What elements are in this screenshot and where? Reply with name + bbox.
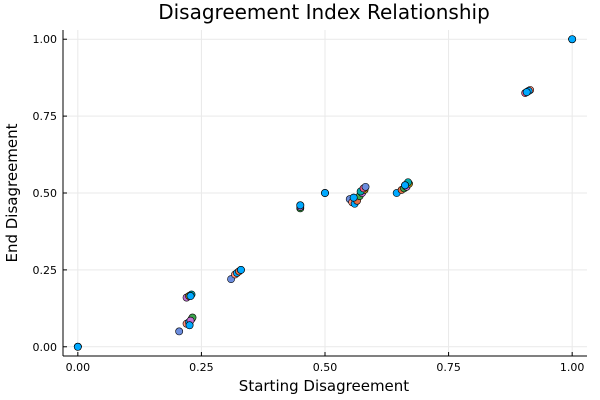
y-tick-label: 0.75 (33, 110, 58, 123)
x-tick-label: 1.00 (560, 361, 585, 374)
grid-lines (63, 30, 587, 356)
data-points (73, 35, 577, 351)
data-point (296, 201, 305, 210)
data-point (73, 342, 82, 351)
data-point (401, 181, 409, 190)
x-tick-label: 0.25 (189, 361, 214, 374)
y-tick-label: 0.25 (33, 264, 58, 277)
data-point (522, 88, 531, 97)
y-tick-label: 0.00 (33, 341, 58, 354)
x-tick-label: 0.75 (436, 361, 461, 374)
y-tick-label: 1.00 (33, 33, 58, 46)
x-axis-label: Starting Disagreement (239, 377, 409, 395)
axes (62, 30, 587, 357)
data-point (186, 292, 195, 300)
x-tick-label: 0.00 (66, 361, 91, 374)
chart-title: Disagreement Index Relationship (158, 0, 490, 24)
tick-labels: 0.00 0.25 0.50 0.75 1.00 0.00 0.25 0.50 0.75 1.00 (33, 33, 585, 374)
y-axis-label: End Disagreement (3, 123, 21, 262)
data-point (185, 321, 194, 330)
data-point (361, 182, 370, 191)
x-tick-label: 0.50 (313, 361, 338, 374)
data-point (321, 189, 329, 197)
data-point (568, 35, 577, 44)
data-point (175, 327, 184, 336)
data-point (237, 265, 245, 274)
data-point (349, 193, 358, 202)
y-tick-label: 0.50 (33, 187, 58, 200)
